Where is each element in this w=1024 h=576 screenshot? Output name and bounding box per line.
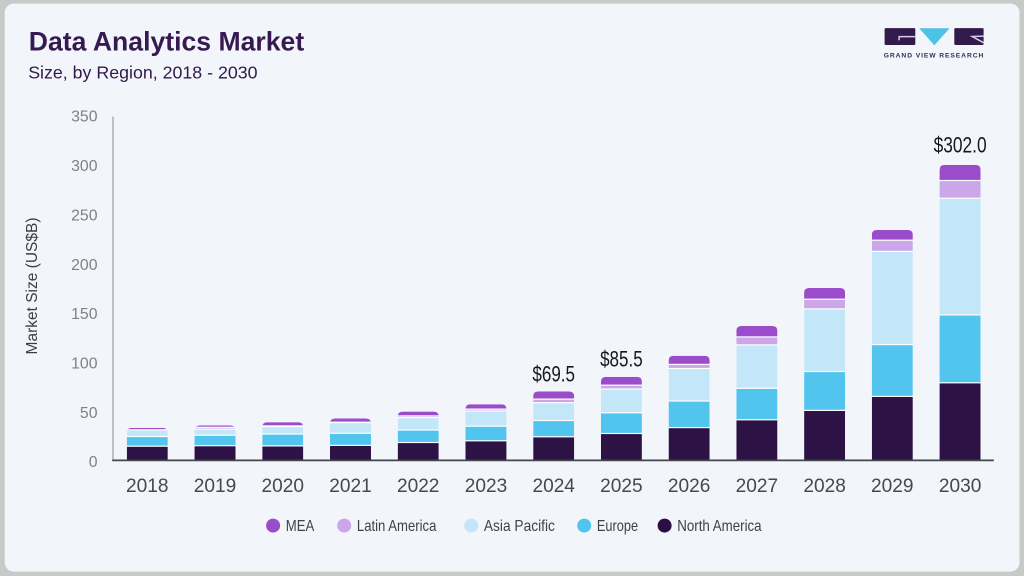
svg-text:2021: 2021 [329, 476, 371, 497]
svg-text:$85.5: $85.5 [600, 347, 643, 372]
svg-text:Asia Pacific: Asia Pacific [484, 518, 555, 535]
svg-text:MEA: MEA [286, 518, 315, 535]
svg-text:150: 150 [71, 306, 98, 323]
svg-text:2019: 2019 [194, 476, 236, 497]
svg-text:2018: 2018 [126, 476, 168, 497]
svg-text:2022: 2022 [397, 476, 439, 497]
svg-text:2026: 2026 [668, 476, 710, 497]
svg-text:300: 300 [71, 158, 98, 175]
svg-text:200: 200 [71, 257, 98, 274]
svg-text:100: 100 [71, 356, 98, 373]
svg-text:GRAND VIEW RESEARCH: GRAND VIEW RESEARCH [884, 52, 984, 59]
svg-text:2030: 2030 [939, 476, 981, 497]
svg-text:2028: 2028 [803, 476, 845, 497]
svg-text:$69.5: $69.5 [532, 361, 575, 386]
svg-text:250: 250 [71, 207, 98, 224]
svg-text:2027: 2027 [736, 476, 778, 497]
svg-text:2020: 2020 [262, 476, 304, 497]
svg-text:Europe: Europe [597, 518, 638, 535]
svg-text:2023: 2023 [465, 476, 507, 497]
svg-text:50: 50 [80, 405, 98, 422]
svg-text:Market Size (US$B): Market Size (US$B) [24, 218, 41, 355]
svg-text:350: 350 [71, 109, 98, 126]
svg-text:2025: 2025 [600, 476, 642, 497]
svg-text:Latin America: Latin America [357, 518, 437, 535]
svg-text:0: 0 [89, 454, 98, 471]
svg-text:North America: North America [677, 518, 761, 535]
svg-text:Size, by Region, 2018 - 2030: Size, by Region, 2018 - 2030 [28, 63, 257, 83]
svg-text:$302.0: $302.0 [934, 132, 987, 157]
svg-text:2024: 2024 [532, 476, 575, 497]
svg-text:Data Analytics Market: Data Analytics Market [29, 26, 305, 56]
svg-text:2029: 2029 [871, 476, 913, 497]
